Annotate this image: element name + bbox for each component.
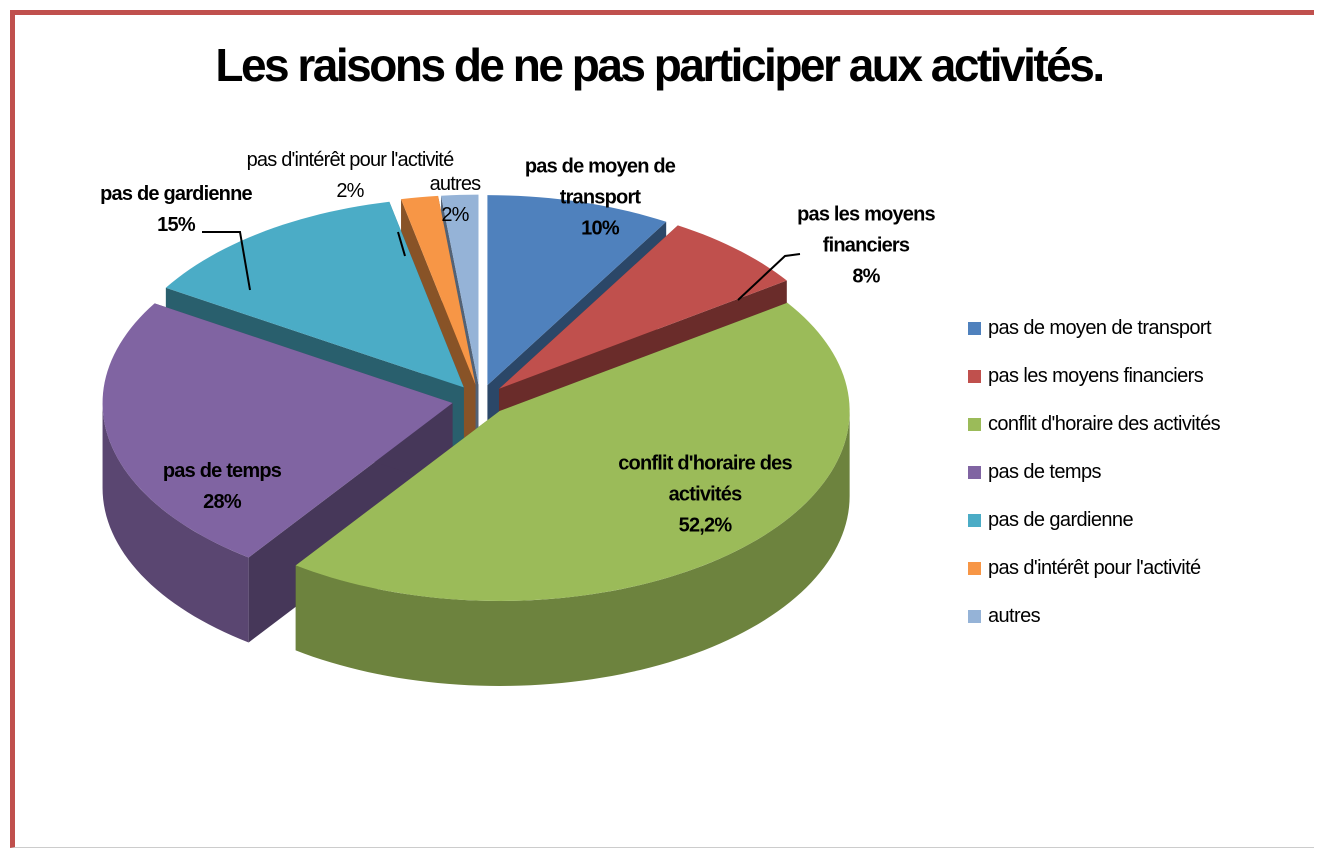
legend-swatch [968,610,981,623]
data-label: pas de gardienne 15% [76,179,276,241]
legend-label: pas les moyens financiers [988,365,1204,387]
legend-item: pas de gardienne [968,509,1134,532]
data-label-value: 2% [336,180,364,202]
data-label: pas de temps 28% [132,456,312,518]
data-label-value: 52,2% [678,514,733,537]
data-label-name: pas de moyen de transport [524,155,676,209]
slice-top [499,225,787,389]
legend-swatch [968,322,981,335]
slice-wall [295,410,850,686]
legend-item: pas d'intérêt pour l'activité [968,557,1201,580]
slice-top [165,201,464,388]
legend-label: conflit d'horaire des activités [988,413,1221,435]
data-label-name: pas de temps [162,460,282,482]
legend-swatch [968,562,981,575]
data-label-value: 10% [581,217,619,240]
slice-top [487,195,667,386]
legend-label: pas de gardienne [988,509,1134,531]
leader-line [737,253,801,301]
data-label-name: pas de gardienne [100,183,253,205]
legend-swatch [968,514,981,527]
data-label-value: 2% [441,204,469,226]
data-label-value: 15% [157,214,195,236]
slice-wall [102,403,249,643]
data-label-name: pas les moyens financiers [797,203,936,257]
legend-item: autres [968,605,1041,628]
legend-swatch [968,418,981,431]
legend-item: pas de moyen de transport [968,317,1212,340]
chart-frame [10,10,1314,848]
legend-label: autres [988,605,1041,627]
slice-top [102,303,453,558]
legend-label: pas de moyen de transport [988,317,1212,339]
legend-swatch [968,370,981,383]
slice [295,302,850,686]
data-label-name: conflit d'horaire des activités [618,452,792,506]
leader-line [202,231,251,291]
leader-line [397,231,406,257]
slice-top [295,302,850,601]
slice-top [441,194,479,385]
data-label-value: 8% [852,265,880,288]
data-label-name: pas d'intérêt pour l'activité [246,149,455,171]
legend-item: pas de temps [968,461,1101,484]
slice-top [401,195,476,385]
chart-title: Les raisons de ne pas participer aux act… [215,39,1105,91]
data-label: pas de moyen de transport 10% [515,152,685,245]
data-label-value: 28% [203,491,241,513]
legend-item: pas les moyens financiers [968,365,1204,388]
legend-label: pas de temps [988,461,1101,483]
data-label: autres 2% [415,169,495,231]
legend-swatch [968,466,981,479]
data-label: conflit d'horaire des activités 52,2% [580,449,830,542]
legend-item: conflit d'horaire des activités [968,413,1221,436]
data-label: pas d'intérêt pour l'activité 2% [240,145,460,207]
data-label: pas les moyens financiers 8% [771,200,961,293]
legend-label: pas d'intérêt pour l'activité [988,557,1201,579]
data-label-name: autres [429,173,482,195]
